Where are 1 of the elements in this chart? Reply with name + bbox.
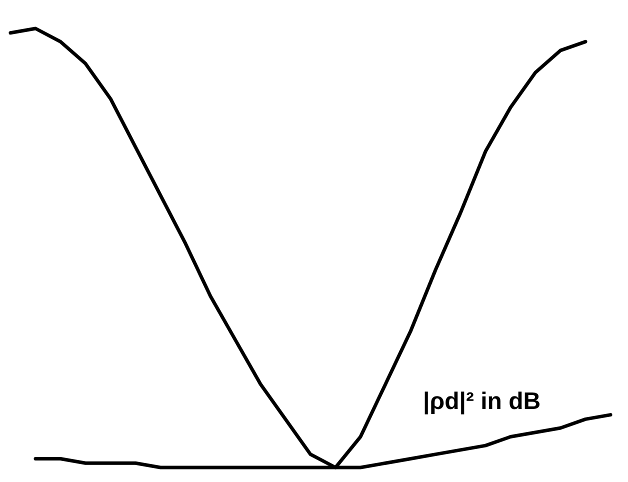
series-label: |ρd|² in dB	[423, 388, 541, 415]
